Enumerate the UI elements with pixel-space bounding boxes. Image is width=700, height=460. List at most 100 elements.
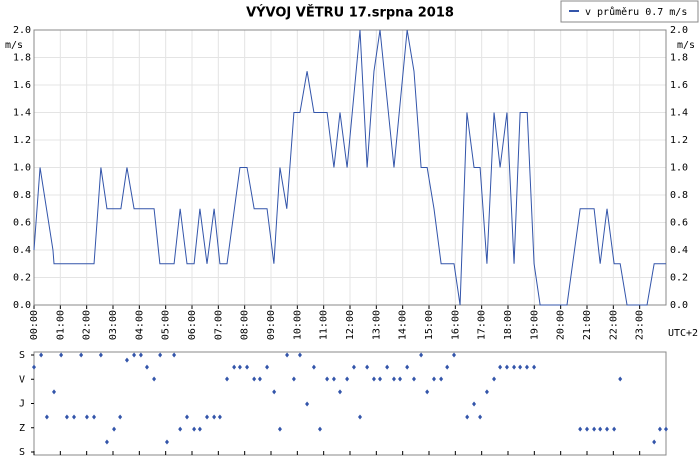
y-tick-label-right: 1.4 <box>670 108 688 119</box>
point <box>378 376 383 382</box>
y-tick-label-right: 1.8 <box>670 53 688 64</box>
point <box>59 352 64 358</box>
point <box>164 439 169 445</box>
point <box>618 376 623 382</box>
point <box>112 426 117 432</box>
point <box>64 414 69 420</box>
chart-title: VÝVOJ VĚTRU 17.srpna 2018 <box>246 5 454 21</box>
y-tick-label: S <box>19 350 25 361</box>
x-tick-label: 20:00 <box>556 310 567 340</box>
point <box>472 401 477 407</box>
point <box>44 414 49 420</box>
point <box>225 376 230 382</box>
x-tick-label: 00:00 <box>29 310 40 340</box>
point <box>365 364 370 370</box>
x-tick-label: 04:00 <box>134 310 145 340</box>
point <box>439 376 444 382</box>
point <box>217 414 222 420</box>
y-tick-label: 0.0 <box>13 300 31 311</box>
legend-label: v průměru 0.7 m/s <box>585 6 687 18</box>
point <box>391 376 396 382</box>
point <box>92 414 97 420</box>
point <box>492 376 497 382</box>
point <box>432 376 437 382</box>
point <box>197 426 202 432</box>
point <box>72 414 77 420</box>
x-unit: UTC+2 <box>668 328 698 339</box>
point <box>331 376 336 382</box>
point <box>178 426 183 432</box>
y-tick-label: 0.6 <box>13 218 31 229</box>
point <box>498 364 503 370</box>
y-tick-label: 1.6 <box>13 80 31 91</box>
point <box>291 376 296 382</box>
point <box>445 364 450 370</box>
y-tick-label-right: 0.6 <box>670 218 688 229</box>
point <box>84 414 89 420</box>
plot-area <box>33 351 667 456</box>
x-tick-label: 15:00 <box>424 310 435 340</box>
point <box>504 364 509 370</box>
y-unit-right: m/s <box>677 40 695 51</box>
point <box>138 352 143 358</box>
point <box>512 364 517 370</box>
y-tick-label: 0.8 <box>13 190 31 201</box>
point <box>358 414 363 420</box>
point <box>371 376 376 382</box>
point <box>317 426 322 432</box>
y-tick-label-right: 0.0 <box>670 300 688 311</box>
point <box>257 376 262 382</box>
y-tick-label-right: 1.2 <box>670 135 688 146</box>
point <box>465 414 470 420</box>
point <box>452 352 457 358</box>
x-tick-label: 05:00 <box>161 310 172 340</box>
point <box>118 414 123 420</box>
point <box>385 364 390 370</box>
point <box>524 364 529 370</box>
plot-frame <box>33 29 667 306</box>
point <box>152 376 157 382</box>
x-tick-label: 13:00 <box>371 310 382 340</box>
y-tick-label: 2.0 <box>13 25 31 36</box>
x-tick-label: 14:00 <box>398 310 409 340</box>
point <box>212 414 217 420</box>
x-tick-label: 01:00 <box>55 310 66 340</box>
point <box>237 364 242 370</box>
point <box>518 364 523 370</box>
point <box>425 389 430 395</box>
y-tick-label-right: 0.2 <box>670 273 688 284</box>
y-unit: m/s <box>5 40 23 51</box>
point <box>592 426 597 432</box>
x-tick-label: 11:00 <box>319 310 330 340</box>
point <box>311 364 316 370</box>
x-tick-label: 07:00 <box>213 310 224 340</box>
point <box>585 426 589 432</box>
point <box>144 364 149 370</box>
point <box>184 414 189 420</box>
point <box>345 376 350 382</box>
y-tick-label: 1.0 <box>13 163 31 174</box>
legend <box>560 0 699 23</box>
y-tick-label: 1.4 <box>13 108 31 119</box>
x-tick-label: 22:00 <box>608 310 619 340</box>
point <box>297 352 302 358</box>
y-tick-label: Z <box>19 423 25 434</box>
x-tick-label: 09:00 <box>266 310 277 340</box>
point <box>612 426 617 432</box>
point <box>277 426 282 432</box>
x-tick-label: 23:00 <box>635 310 646 340</box>
point <box>305 401 310 407</box>
point <box>124 357 129 363</box>
point <box>337 389 342 395</box>
point <box>664 426 668 432</box>
y-tick-label-right: 1.0 <box>670 163 688 174</box>
x-tick-label: 17:00 <box>477 310 488 340</box>
point <box>192 426 197 432</box>
point <box>484 389 489 395</box>
y-tick-label: V <box>19 374 25 385</box>
point <box>405 364 410 370</box>
line-series <box>33 29 666 306</box>
point <box>232 364 237 370</box>
y-tick-label: 1.2 <box>13 135 31 146</box>
